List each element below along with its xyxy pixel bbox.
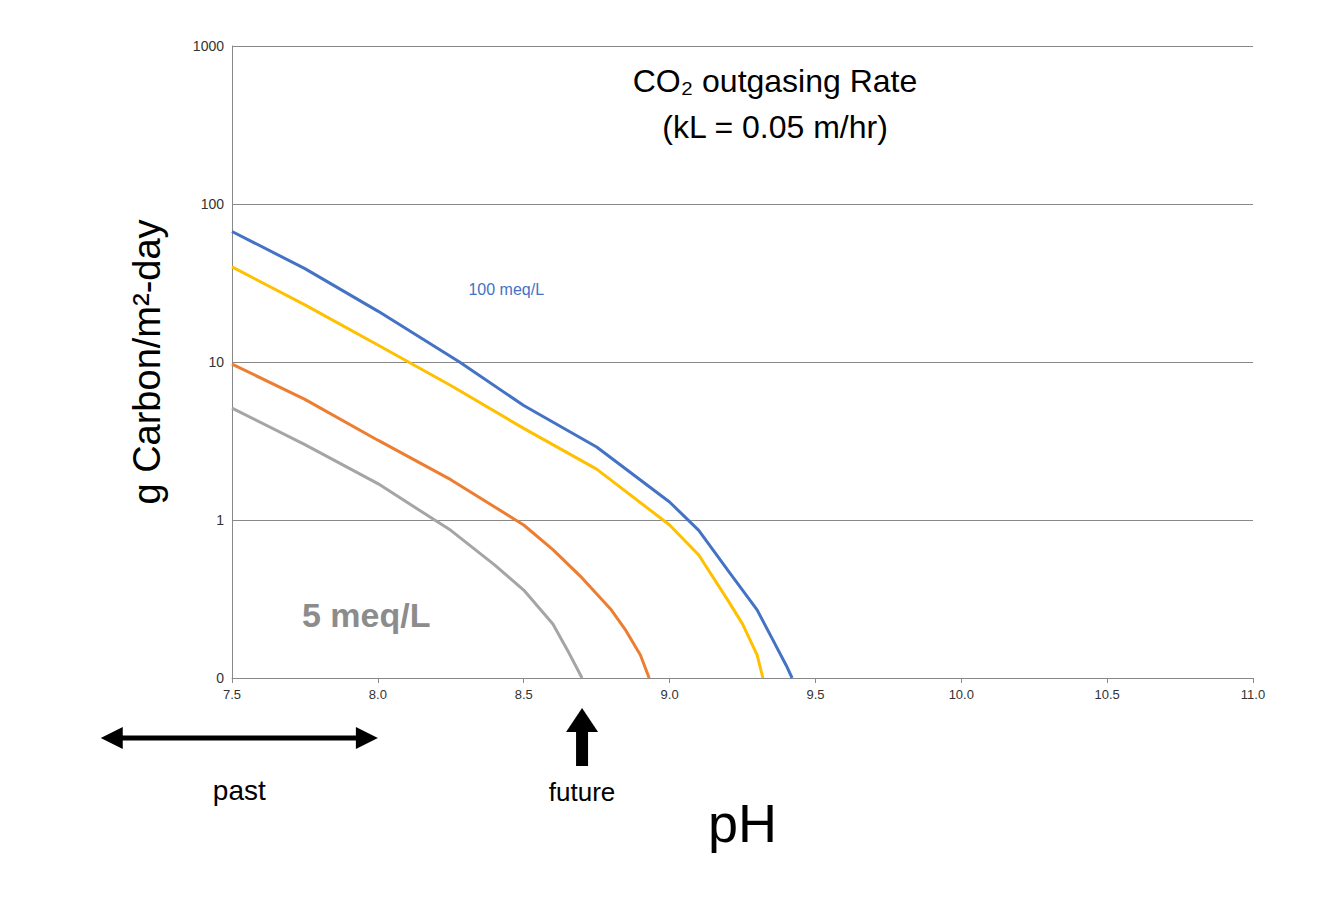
svg-text:8.0: 8.0 <box>369 687 387 702</box>
svg-text:1000: 1000 <box>193 38 224 54</box>
svg-text:1: 1 <box>216 512 224 528</box>
svg-text:g Carbon/m²-day: g Carbon/m²-day <box>126 219 168 504</box>
svg-text:0: 0 <box>216 670 224 686</box>
svg-text:(kL = 0.05 m/hr): (kL = 0.05 m/hr) <box>662 109 888 145</box>
svg-text:9.0: 9.0 <box>661 687 679 702</box>
svg-text:100 meq/L: 100 meq/L <box>468 281 544 298</box>
svg-text:9.5: 9.5 <box>806 687 824 702</box>
svg-text:5 meq/L: 5 meq/L <box>302 596 430 634</box>
svg-text:8.5: 8.5 <box>515 687 533 702</box>
svg-text:future: future <box>549 777 616 807</box>
svg-text:pH: pH <box>708 793 777 853</box>
svg-text:past: past <box>213 775 266 806</box>
svg-text:11.0: 11.0 <box>1241 687 1265 702</box>
svg-text:10.5: 10.5 <box>1094 687 1119 702</box>
svg-text:7.5: 7.5 <box>223 687 241 702</box>
svg-text:CO₂ outgasing Rate: CO₂ outgasing Rate <box>633 63 918 99</box>
svg-text:100: 100 <box>201 196 225 212</box>
svg-text:10.0: 10.0 <box>949 687 974 702</box>
svg-text:10: 10 <box>208 354 224 370</box>
